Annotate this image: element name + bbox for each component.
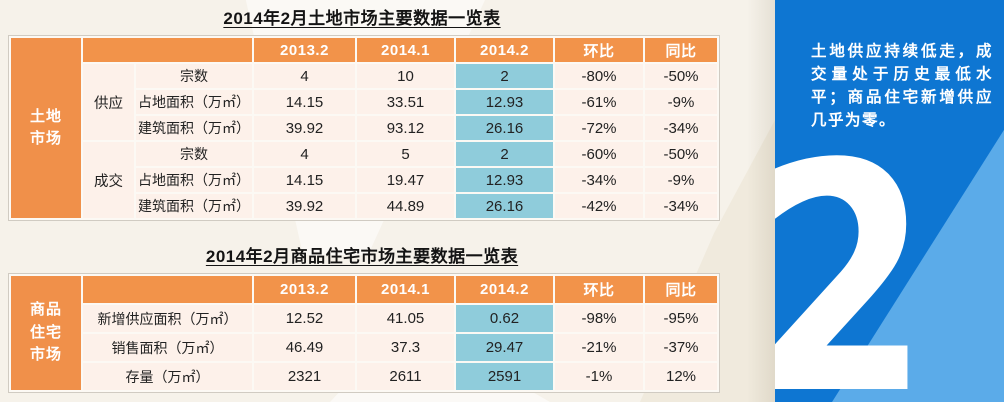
data-cell: 4 xyxy=(252,140,357,168)
data-cell: -34% xyxy=(553,166,645,194)
row-label: 占地面积（万㎡） xyxy=(134,166,254,194)
row-label: 建筑面积（万㎡） xyxy=(134,114,254,142)
data-cell: -37% xyxy=(643,332,719,363)
data-cell: -80% xyxy=(553,62,645,90)
data-cell: 2 xyxy=(454,62,555,90)
table-row: 建筑面积（万㎡） 39.92 93.12 26.16 -72% -34% xyxy=(10,114,719,142)
group-label: 供应 xyxy=(81,62,136,142)
housing-market-table-title: 2014年2月商品住宅市场主要数据一览表 xyxy=(205,247,519,266)
table-row: 成交 宗数 4 5 2 -60% -50% xyxy=(10,140,719,220)
data-cell: 2591 xyxy=(454,361,555,392)
row-label: 宗数 xyxy=(134,62,254,90)
data-cell: 26.16 xyxy=(454,114,555,142)
column-header: 2013.2 xyxy=(252,274,357,305)
content-area: 2014年2月土地市场主要数据一览表 土地 市场 2013.2 2014.1 2014… xyxy=(8,0,775,402)
data-cell: -1% xyxy=(553,361,645,392)
table-row: 存量（万㎡） 2321 2611 2591 -1% 12% xyxy=(10,361,719,392)
table-row: 建筑面积（万㎡） 39.92 44.89 26.16 -42% -34% xyxy=(10,192,719,220)
land-market-table: 土地 市场 2013.2 2014.1 2014.2 环比 同比 供应 宗数 4 10 2 -80% -… xyxy=(9,36,719,220)
housing-market-table: 商品 住宅 市场 2013.2 2014.1 2014.2 环比 同比 新增供应面积（万㎡）… xyxy=(9,274,719,392)
data-cell: -9% xyxy=(643,88,719,116)
data-cell: 2321 xyxy=(252,361,357,392)
housing-market-table-frame: 商品 住宅 市场 2013.2 2014.1 2014.2 环比 同比 新增供应面积（万㎡）… xyxy=(8,273,720,393)
land-market-block: 2014年2月土地市场主要数据一览表 土地 市场 2013.2 2014.1 2014… xyxy=(8,8,720,226)
data-cell: 39.92 xyxy=(252,192,357,220)
table-row: 销售面积（万㎡） 46.49 37.3 29.47 -21% -37% xyxy=(10,332,719,363)
row-group-label: 商品 住宅 市场 xyxy=(9,274,83,392)
data-cell: -21% xyxy=(553,332,645,363)
column-header: 2014.2 xyxy=(454,274,555,305)
data-cell: 46.49 xyxy=(252,332,357,363)
column-header: 2014.2 xyxy=(454,36,555,64)
data-cell: 26.16 xyxy=(454,192,555,220)
data-cell: 44.89 xyxy=(355,192,456,220)
column-header: 同比 xyxy=(643,36,719,64)
data-cell: -95% xyxy=(643,303,719,334)
data-cell: 0.62 xyxy=(454,303,555,334)
column-header: 同比 xyxy=(643,274,719,305)
table-row: 占地面积（万㎡） 14.15 19.47 12.93 -34% -9% xyxy=(10,166,719,194)
data-cell: 2611 xyxy=(355,361,456,392)
section-number: 2 xyxy=(775,124,929,402)
data-cell: 29.47 xyxy=(454,332,555,363)
data-cell: 14.15 xyxy=(252,88,357,116)
column-header: 2014.1 xyxy=(355,274,456,305)
data-cell: -72% xyxy=(553,114,645,142)
data-cell: 33.51 xyxy=(355,88,456,116)
data-cell: -98% xyxy=(553,303,645,334)
data-cell: 14.15 xyxy=(252,166,357,194)
data-cell: 41.05 xyxy=(355,303,456,334)
data-cell: 19.47 xyxy=(355,166,456,194)
panel-edge-shadow xyxy=(747,0,775,402)
column-header: 环比 xyxy=(553,36,645,64)
column-header: 2014.1 xyxy=(355,36,456,64)
column-header: 2013.2 xyxy=(252,36,357,64)
data-cell: 93.12 xyxy=(355,114,456,142)
data-cell: 4 xyxy=(252,62,357,90)
row-label: 建筑面积（万㎡） xyxy=(134,192,254,220)
data-cell: -34% xyxy=(643,192,719,220)
row-label: 宗数 xyxy=(134,140,254,168)
data-cell: -50% xyxy=(643,62,719,90)
data-cell: -9% xyxy=(643,166,719,194)
data-cell: 2 xyxy=(454,140,555,168)
header-blank-cell xyxy=(81,274,254,305)
data-cell: 5 xyxy=(355,140,456,168)
data-cell: 39.92 xyxy=(252,114,357,142)
row-label: 销售面积（万㎡） xyxy=(81,332,254,363)
data-cell: 37.3 xyxy=(355,332,456,363)
data-cell: -61% xyxy=(553,88,645,116)
data-cell: -42% xyxy=(553,192,645,220)
summary-side-panel: 2 土地供应持续低走，成交量处于历史最低水平；商品住宅新增供应几乎为零。 xyxy=(775,0,1004,402)
table-row: 新增供应面积（万㎡） 12.52 41.05 0.62 -98% -95% xyxy=(10,303,719,334)
data-cell: -60% xyxy=(553,140,645,168)
housing-market-block: 2014年2月商品住宅市场主要数据一览表 商品 住宅 市场 2013.2 2014.… xyxy=(8,246,720,398)
header-blank-cell xyxy=(81,36,254,64)
summary-note: 土地供应持续低走，成交量处于历史最低水平；商品住宅新增供应几乎为零。 xyxy=(811,43,993,129)
data-cell: 12% xyxy=(643,361,719,392)
column-header: 环比 xyxy=(553,274,645,305)
land-market-table-frame: 土地 市场 2013.2 2014.1 2014.2 环比 同比 供应 宗数 4 10 2 -80% -… xyxy=(8,35,720,221)
table-row: 占地面积（万㎡） 14.15 33.51 12.93 -61% -9% xyxy=(10,88,719,116)
data-cell: 12.52 xyxy=(252,303,357,334)
row-label: 存量（万㎡） xyxy=(81,361,254,392)
data-cell: 10 xyxy=(355,62,456,90)
row-group-label: 土地 市场 xyxy=(9,36,83,220)
row-label: 占地面积（万㎡） xyxy=(134,88,254,116)
data-cell: -34% xyxy=(643,114,719,142)
data-cell: 12.93 xyxy=(454,88,555,116)
table-row: 供应 宗数 4 10 2 -80% -50% xyxy=(10,62,719,142)
group-label: 成交 xyxy=(81,140,136,220)
data-cell: 12.93 xyxy=(454,166,555,194)
data-cell: -50% xyxy=(643,140,719,168)
row-label: 新增供应面积（万㎡） xyxy=(81,303,254,334)
land-market-table-title: 2014年2月土地市场主要数据一览表 xyxy=(223,9,501,28)
